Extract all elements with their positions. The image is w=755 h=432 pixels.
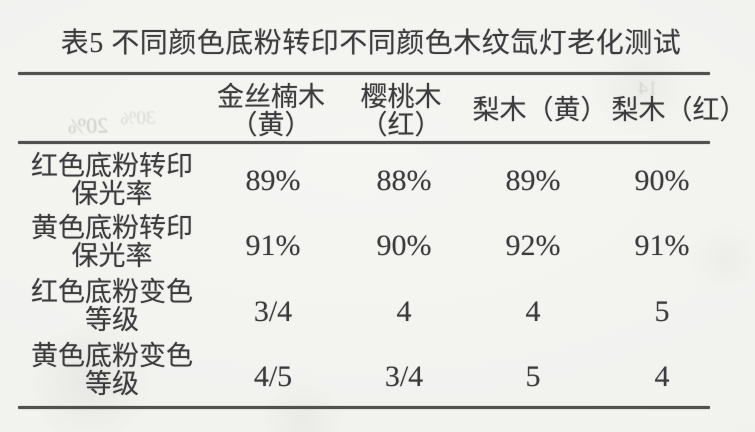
value-cell: 3/4 xyxy=(253,295,293,328)
label-line: 保光率 xyxy=(71,241,153,271)
table-header-rule xyxy=(18,141,710,144)
label-line: 等级 xyxy=(85,305,139,335)
table-title: 表5 不同颜色底粉转印不同颜色木纹氙灯老化测试 xyxy=(60,28,682,59)
label-line: 红色底粉转印 xyxy=(31,151,193,181)
column-header: 金丝楠木 （黄） xyxy=(217,83,325,139)
value-cell: 91% xyxy=(634,229,690,262)
value-cell: 90% xyxy=(376,229,432,262)
value-cell: 5 xyxy=(525,360,541,393)
value-cell: 89% xyxy=(245,164,301,197)
column-header: 樱桃木 （红） xyxy=(361,83,442,139)
label-line: 黄色底粉转印 xyxy=(31,213,193,243)
value-cell: 4/5 xyxy=(253,360,293,393)
column-header: 梨木（黄） xyxy=(472,95,608,125)
value-cell: 88% xyxy=(376,164,432,197)
label-line: 等级 xyxy=(85,369,139,399)
value-cell: 4 xyxy=(654,360,670,393)
value-cell: 4 xyxy=(396,295,412,328)
header-line: 樱桃木 xyxy=(360,82,442,112)
row-label: 黄色底粉变色 等级 xyxy=(31,342,193,398)
table-bottom-rule xyxy=(18,406,710,409)
header-line: 金丝楠木 xyxy=(217,82,325,112)
value-cell: 4 xyxy=(525,295,541,328)
label-line: 黄色底粉变色 xyxy=(31,341,193,371)
ink-bleed-artifact: 30% xyxy=(120,107,156,130)
value-cell: 90% xyxy=(634,164,690,197)
label-line: 红色底粉变色 xyxy=(31,277,193,307)
table-top-rule xyxy=(18,72,710,75)
row-label: 红色底粉转印 保光率 xyxy=(31,152,193,208)
value-cell: 92% xyxy=(505,229,561,262)
row-label: 黄色底粉转印 保光率 xyxy=(31,214,193,270)
row-label: 红色底粉变色 等级 xyxy=(31,278,193,334)
value-cell: 3/4 xyxy=(384,360,424,393)
label-line: 保光率 xyxy=(71,179,153,209)
column-header: 梨木（红） xyxy=(611,95,747,125)
value-cell: 5 xyxy=(654,295,670,328)
value-cell: 91% xyxy=(245,229,301,262)
header-line: （黄） xyxy=(230,110,312,140)
header-line: （红） xyxy=(360,110,442,140)
value-cell: 89% xyxy=(505,164,561,197)
ink-bleed-artifact: 20% xyxy=(67,112,109,139)
